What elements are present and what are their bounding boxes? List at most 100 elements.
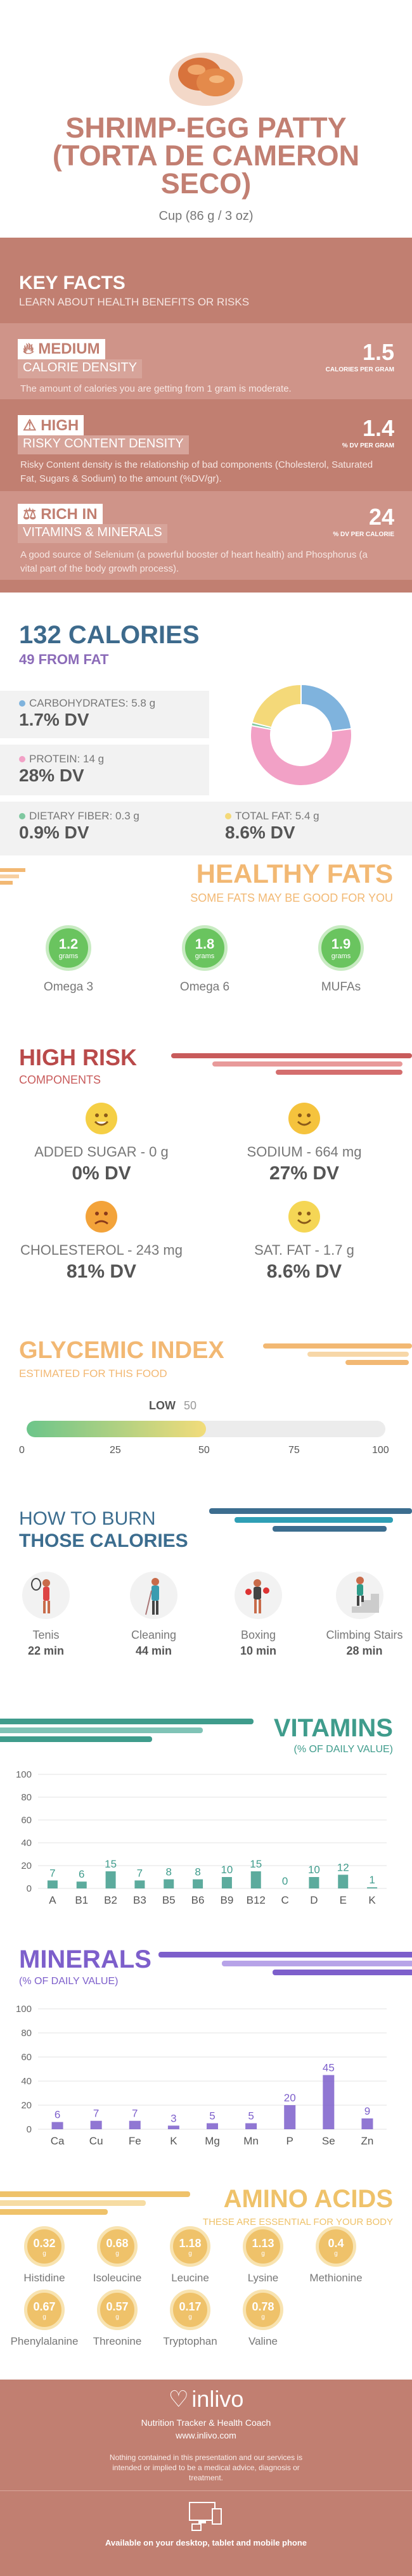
bar-value-label: 15 (105, 1858, 117, 1870)
calories-section: 132 CALORIES 49 FROM FAT CARBOHYDRATES: … (0, 608, 412, 875)
bar-value-label: 8 (195, 1866, 200, 1878)
burn-stripes (209, 1508, 412, 1534)
risky-density-level: ⚠︎ HIGH (18, 415, 84, 435)
calories-subtitle: 49 FROM FAT (19, 651, 109, 667)
amino-circle-methionine: 0.4 g (316, 2226, 356, 2267)
bar-value-label: 7 (137, 1867, 143, 1879)
y-tick-label: 40 (21, 2076, 32, 2087)
sodium-dv: 27% DV (269, 1163, 340, 1184)
added-sugar-dv: 0% DV (72, 1163, 131, 1184)
burn-section: HOW TO BURN THOSE CALORIES Tenis 22 min … (0, 1477, 412, 1698)
bar-B9 (221, 1877, 232, 1888)
x-category-label: B9 (221, 1894, 234, 1906)
fat-dot (225, 813, 231, 819)
activity-boxing-min: 10 min (240, 1644, 277, 1657)
bar-value-label: 20 (284, 2092, 296, 2104)
cholesterol-dv: 81% DV (66, 1261, 137, 1282)
amino-name: Histidine (23, 2272, 65, 2284)
fiber-fat-band (0, 802, 412, 855)
carbs-dot (19, 700, 25, 707)
y-tick-label: 0 (27, 1883, 32, 1894)
x-category-label: P (286, 2135, 293, 2147)
vitamins-stripes (0, 1719, 254, 1744)
burn-title-1: HOW TO BURN (19, 1508, 156, 1529)
glycemic-title: GLYCEMIC INDEX (19, 1337, 224, 1364)
omega3-label: Omega 3 (43, 980, 94, 994)
rich-label: VITAMINS & MINERALS (18, 524, 167, 543)
activity-stairs-min: 28 min (346, 1644, 383, 1657)
bar-value-label: 6 (79, 1868, 84, 1880)
amino-circle-lysine: 1.13 g (243, 2226, 283, 2267)
bar-value-label: 7 (132, 2108, 138, 2120)
amino-circle-leucine: 1.18 g (170, 2226, 210, 2267)
sat-fat-dv: 8.6% DV (266, 1261, 342, 1282)
gi-tick: 50 (198, 1445, 210, 1456)
bar-B1 (76, 1881, 87, 1888)
bar-B6 (193, 1879, 203, 1888)
calories-title: 132 CALORIES (19, 621, 200, 649)
bar-value-label: 1 (369, 1874, 375, 1886)
risk-stripes (162, 1053, 412, 1075)
bar-B5 (164, 1879, 174, 1888)
amino-name: Methionine (309, 2272, 363, 2284)
x-category-label: Fe (129, 2135, 141, 2147)
amino-name: Isoleucine (93, 2272, 142, 2284)
glycemic-bar (27, 1421, 385, 1437)
x-category-label: Ca (51, 2135, 65, 2147)
amino-name: Leucine (171, 2272, 209, 2284)
minerals-bar-chart: 0 20 40 60 80 100 6 Ca 7 Cu 7 Fe 3 K 5 Mg 5 Mn 20 P 45 Se 9 Zn (16, 2004, 387, 2147)
omega6-label: Omega 6 (179, 980, 230, 994)
activity-tennis-min: 22 min (27, 1644, 65, 1657)
x-category-label: B6 (191, 1894, 205, 1906)
bar-B3 (134, 1880, 145, 1888)
amino-name: Threonine (93, 2335, 142, 2347)
amino-circle-threonine: 0.57 g (97, 2290, 138, 2330)
key-facts-section: KEY FACTS LEARN ABOUT HEALTH BENEFITS OR… (0, 238, 412, 593)
devices-icon (189, 2502, 222, 2531)
footer-url[interactable]: www.inlivo.com (176, 2430, 236, 2440)
brand-row: ♡ inlivo (0, 2386, 412, 2413)
y-tick-label: 40 (21, 1838, 32, 1849)
activity-cleaning-name: Cleaning (131, 1629, 177, 1641)
bar-value-label: 10 (221, 1864, 233, 1876)
x-category-label: A (49, 1894, 56, 1906)
carbs-item: CARBOHYDRATES: 5.8 g 1.7% DV (19, 697, 156, 729)
y-tick-label: 0 (27, 2124, 32, 2135)
bar-Se (323, 2075, 335, 2129)
amino-name: Lysine (247, 2272, 279, 2284)
bar-value-label: 8 (166, 1866, 172, 1878)
activity-cleaning-min: 44 min (135, 1644, 172, 1657)
bar-E (338, 1874, 349, 1888)
y-tick-label: 60 (21, 1815, 32, 1826)
footer-disclaimer: Nothing contained in this presentation a… (109, 2453, 303, 2482)
high-risk-section: HIGH RISK COMPONENTS ADDED SUGAR - 0 g 0… (0, 1039, 412, 1369)
bar-value-label: 12 (337, 1861, 349, 1873)
risky-density-label: RISKY CONTENT DENSITY (18, 435, 189, 454)
amino-circle-tryptophan: 0.17 g (170, 2290, 210, 2330)
glycemic-section: GLYCEMIC INDEX ESTIMATED FOR THIS FOOD L… (0, 1337, 412, 1483)
cholesterol-sad-face-icon (86, 1201, 117, 1233)
risky-density-desc: Risky Content density is the relationshi… (20, 459, 373, 484)
amino-acids-section: AMINO ACIDS THESE ARE ESSENTIAL FOR YOUR… (0, 2180, 412, 2370)
x-category-label: Mg (205, 2135, 220, 2147)
bar-P (284, 2105, 296, 2129)
bar-A (47, 1880, 58, 1888)
bar-D (309, 1877, 319, 1888)
calorie-density-value: 1.5 (362, 339, 394, 365)
footer-tagline: Nutrition Tracker & Health Coach (141, 2418, 271, 2428)
bar-value-label: 7 (93, 2108, 99, 2120)
amino-title: AMINO ACIDS (223, 2185, 393, 2213)
bar-value-label: 0 (282, 1875, 288, 1887)
food-image (169, 53, 243, 106)
glycemic-level: LOW (149, 1399, 176, 1412)
bar-B12 (250, 1871, 261, 1888)
bar-Mn (245, 2123, 257, 2129)
glycemic-value: 50 (184, 1399, 197, 1412)
page-title: SHRIMP-EGG PATTY (TORTA DE CAMERON SECO) (52, 112, 360, 200)
serving-size: Cup (86 g / 3 oz) (158, 209, 254, 223)
cholesterol-label: CHOLESTEROL - 243 mg (20, 1242, 183, 1258)
burn-title-2: THOSE CALORIES (19, 1530, 188, 1551)
amino-circle-histidine: 0.32 g (24, 2226, 65, 2267)
rich-level: ⚖︎ RICH IN (18, 504, 103, 524)
glycemic-bar-fill (27, 1421, 206, 1437)
